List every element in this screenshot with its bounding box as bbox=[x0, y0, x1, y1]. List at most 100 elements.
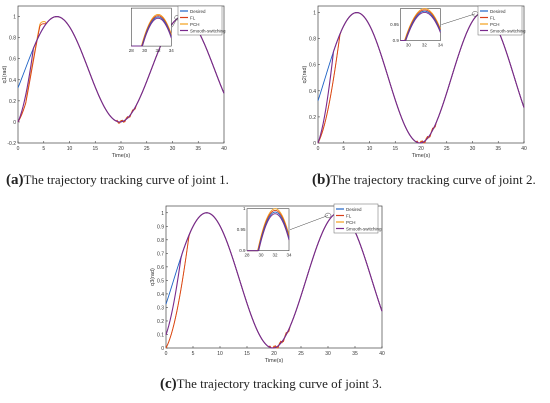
inset-x-tick-label: 34 bbox=[286, 253, 292, 258]
inset-y-tick-label: 0.9 bbox=[239, 248, 246, 253]
y-tick-label: 0.4 bbox=[9, 78, 16, 84]
chart-panel-b: 0 5 10 15 20 25 30 35 40 0 0.2 0.4 0.6 0.8 1 Time(s) q2(… bbox=[300, 0, 530, 165]
y-tick-label: 0.4 bbox=[309, 89, 316, 95]
legend-label: FL bbox=[490, 15, 496, 20]
y-tick-label: 0.7 bbox=[157, 251, 164, 257]
y-tick-label: 0.5 bbox=[157, 278, 164, 284]
inset-x-tick-label: 30 bbox=[142, 48, 148, 53]
x-axis-label: Time(s) bbox=[112, 153, 131, 159]
inset-x-tick-label: 34 bbox=[169, 48, 175, 53]
x-tick-label: 25 bbox=[444, 146, 450, 152]
x-tick-label: 40 bbox=[521, 146, 527, 152]
x-tick-label: 25 bbox=[298, 351, 304, 357]
inset-x-tick-label: 28 bbox=[244, 253, 250, 258]
legend-label: Desired bbox=[490, 9, 506, 14]
x-tick-label: 35 bbox=[352, 351, 358, 357]
y-tick-label: 0.2 bbox=[9, 99, 16, 105]
inset-pointer-line bbox=[289, 215, 329, 230]
x-tick-label: 30 bbox=[470, 146, 476, 152]
x-tick-label: 40 bbox=[221, 146, 227, 152]
inset-x-tick-label: 34 bbox=[438, 43, 444, 48]
x-tick-label: 5 bbox=[342, 146, 345, 152]
y-tick-label: 0.3 bbox=[157, 305, 164, 311]
y-tick-label: 1 bbox=[313, 11, 316, 17]
x-tick-label: 35 bbox=[495, 146, 501, 152]
inset-series-line bbox=[247, 213, 290, 252]
caption-c-text: The trajectory tracking curve of joint 3… bbox=[176, 376, 383, 391]
x-tick-label: 0 bbox=[317, 146, 320, 152]
legend-label: PCH bbox=[190, 22, 200, 27]
legend-label: Desired bbox=[346, 207, 362, 212]
chart-c-svg: 0 5 10 15 20 25 30 35 40 0 0.1 0.2 0.3 0.4 0.5 0.6 0.7 0.… bbox=[150, 203, 385, 364]
y-tick-label: 0 bbox=[161, 346, 164, 352]
caption-a-text: The trajectory tracking curve of joint 1… bbox=[23, 172, 229, 187]
caption-b-text: The trajectory tracking curve of joint 2… bbox=[330, 172, 536, 187]
x-axis-label: Time(s) bbox=[265, 358, 284, 364]
chart-panel-c: 0 5 10 15 20 25 30 35 40 0 0.1 0.2 0.3 0.4 0.5 0.6 0.7 0.… bbox=[148, 200, 388, 370]
y-axis-label: q3(rad) bbox=[150, 268, 156, 286]
x-tick-label: 30 bbox=[325, 351, 331, 357]
caption-c-letter: (c) bbox=[160, 376, 177, 392]
legend-label: Smooth-switching bbox=[490, 28, 526, 33]
y-axis-label: q2(rad) bbox=[302, 65, 308, 83]
x-tick-label: 0 bbox=[165, 351, 168, 357]
inset-x-tick-label: 32 bbox=[155, 48, 161, 53]
y-tick-label: 1 bbox=[13, 15, 16, 21]
legend-label: Smooth-switching bbox=[346, 226, 382, 231]
y-tick-label: 0.2 bbox=[157, 319, 164, 325]
chart-b-svg: 0 5 10 15 20 25 30 35 40 0 0.2 0.4 0.6 0.8 1 Time(s) q2(… bbox=[302, 5, 527, 159]
legend-label: Smooth-switching bbox=[190, 28, 226, 33]
x-tick-label: 15 bbox=[392, 146, 398, 152]
inset-series-line bbox=[131, 17, 172, 47]
caption-a-letter: (a) bbox=[6, 172, 24, 188]
inset-y-tick-label: 0.95 bbox=[237, 227, 246, 232]
y-tick-label: 0.9 bbox=[157, 224, 164, 230]
y-axis-label: q1(rad) bbox=[2, 65, 8, 83]
inset-x-tick-label: 32 bbox=[272, 253, 278, 258]
x-tick-label: 20 bbox=[118, 146, 124, 152]
inset-x-tick-label: 30 bbox=[258, 253, 264, 258]
zoom-region-marker bbox=[324, 212, 332, 219]
y-tick-label: 0 bbox=[313, 141, 316, 147]
x-tick-label: 15 bbox=[244, 351, 250, 357]
inset-x-tick-label: 32 bbox=[422, 43, 428, 48]
inset-series-line bbox=[400, 11, 441, 42]
chart-a-svg: 0 5 10 15 20 25 30 35 40-0.200.20.40.60.81Time(s… bbox=[2, 5, 227, 159]
x-tick-label: 30 bbox=[170, 146, 176, 152]
y-tick-label: 0.8 bbox=[9, 36, 16, 42]
inset-box bbox=[131, 7, 172, 47]
y-tick-label: 0.6 bbox=[157, 265, 164, 271]
caption-b: (b)The trajectory tracking curve of join… bbox=[312, 172, 536, 189]
x-tick-label: 5 bbox=[192, 351, 195, 357]
y-tick-label: 0.6 bbox=[309, 63, 316, 69]
inset-x-tick-label: 30 bbox=[406, 43, 412, 48]
x-tick-label: 10 bbox=[67, 146, 73, 152]
inset-x-tick-label: 28 bbox=[129, 48, 135, 53]
caption-c: (c)The trajectory tracking curve of join… bbox=[160, 376, 382, 393]
x-tick-label: 10 bbox=[217, 351, 223, 357]
x-tick-label: 0 bbox=[17, 146, 20, 152]
y-tick-label: 0.8 bbox=[309, 37, 316, 43]
y-tick-label: 0.2 bbox=[309, 115, 316, 121]
legend-label: FL bbox=[190, 15, 196, 20]
x-tick-label: 5 bbox=[42, 146, 45, 152]
y-tick-label: 0 bbox=[13, 120, 16, 126]
caption-a: (a)The trajectory tracking curve of join… bbox=[6, 172, 229, 189]
y-tick-label: 0.4 bbox=[157, 292, 164, 298]
x-tick-label: 40 bbox=[379, 351, 385, 357]
chart-panel-a: 0 5 10 15 20 25 30 35 40 -0.2 0 0.2 0.4 0.6 0.8 1 Time(s… bbox=[0, 0, 230, 165]
x-tick-label: 35 bbox=[195, 146, 201, 152]
inset-y-tick-label: 0.9 bbox=[393, 38, 400, 43]
x-tick-label: 15 bbox=[92, 146, 98, 152]
inset-pointer-line bbox=[441, 13, 476, 25]
legend-label: PCH bbox=[346, 220, 356, 225]
inset-y-tick-label: 0.95 bbox=[390, 22, 399, 27]
legend-label: Desired bbox=[190, 9, 206, 14]
y-tick-label: 1 bbox=[161, 211, 164, 217]
x-tick-label: 20 bbox=[271, 351, 277, 357]
x-tick-label: 20 bbox=[418, 146, 424, 152]
y-tick-label: 0.8 bbox=[157, 238, 164, 244]
inset-pointer-line bbox=[172, 17, 178, 28]
inset-y-tick-label: 1 bbox=[243, 206, 246, 211]
caption-b-letter: (b) bbox=[312, 172, 331, 188]
